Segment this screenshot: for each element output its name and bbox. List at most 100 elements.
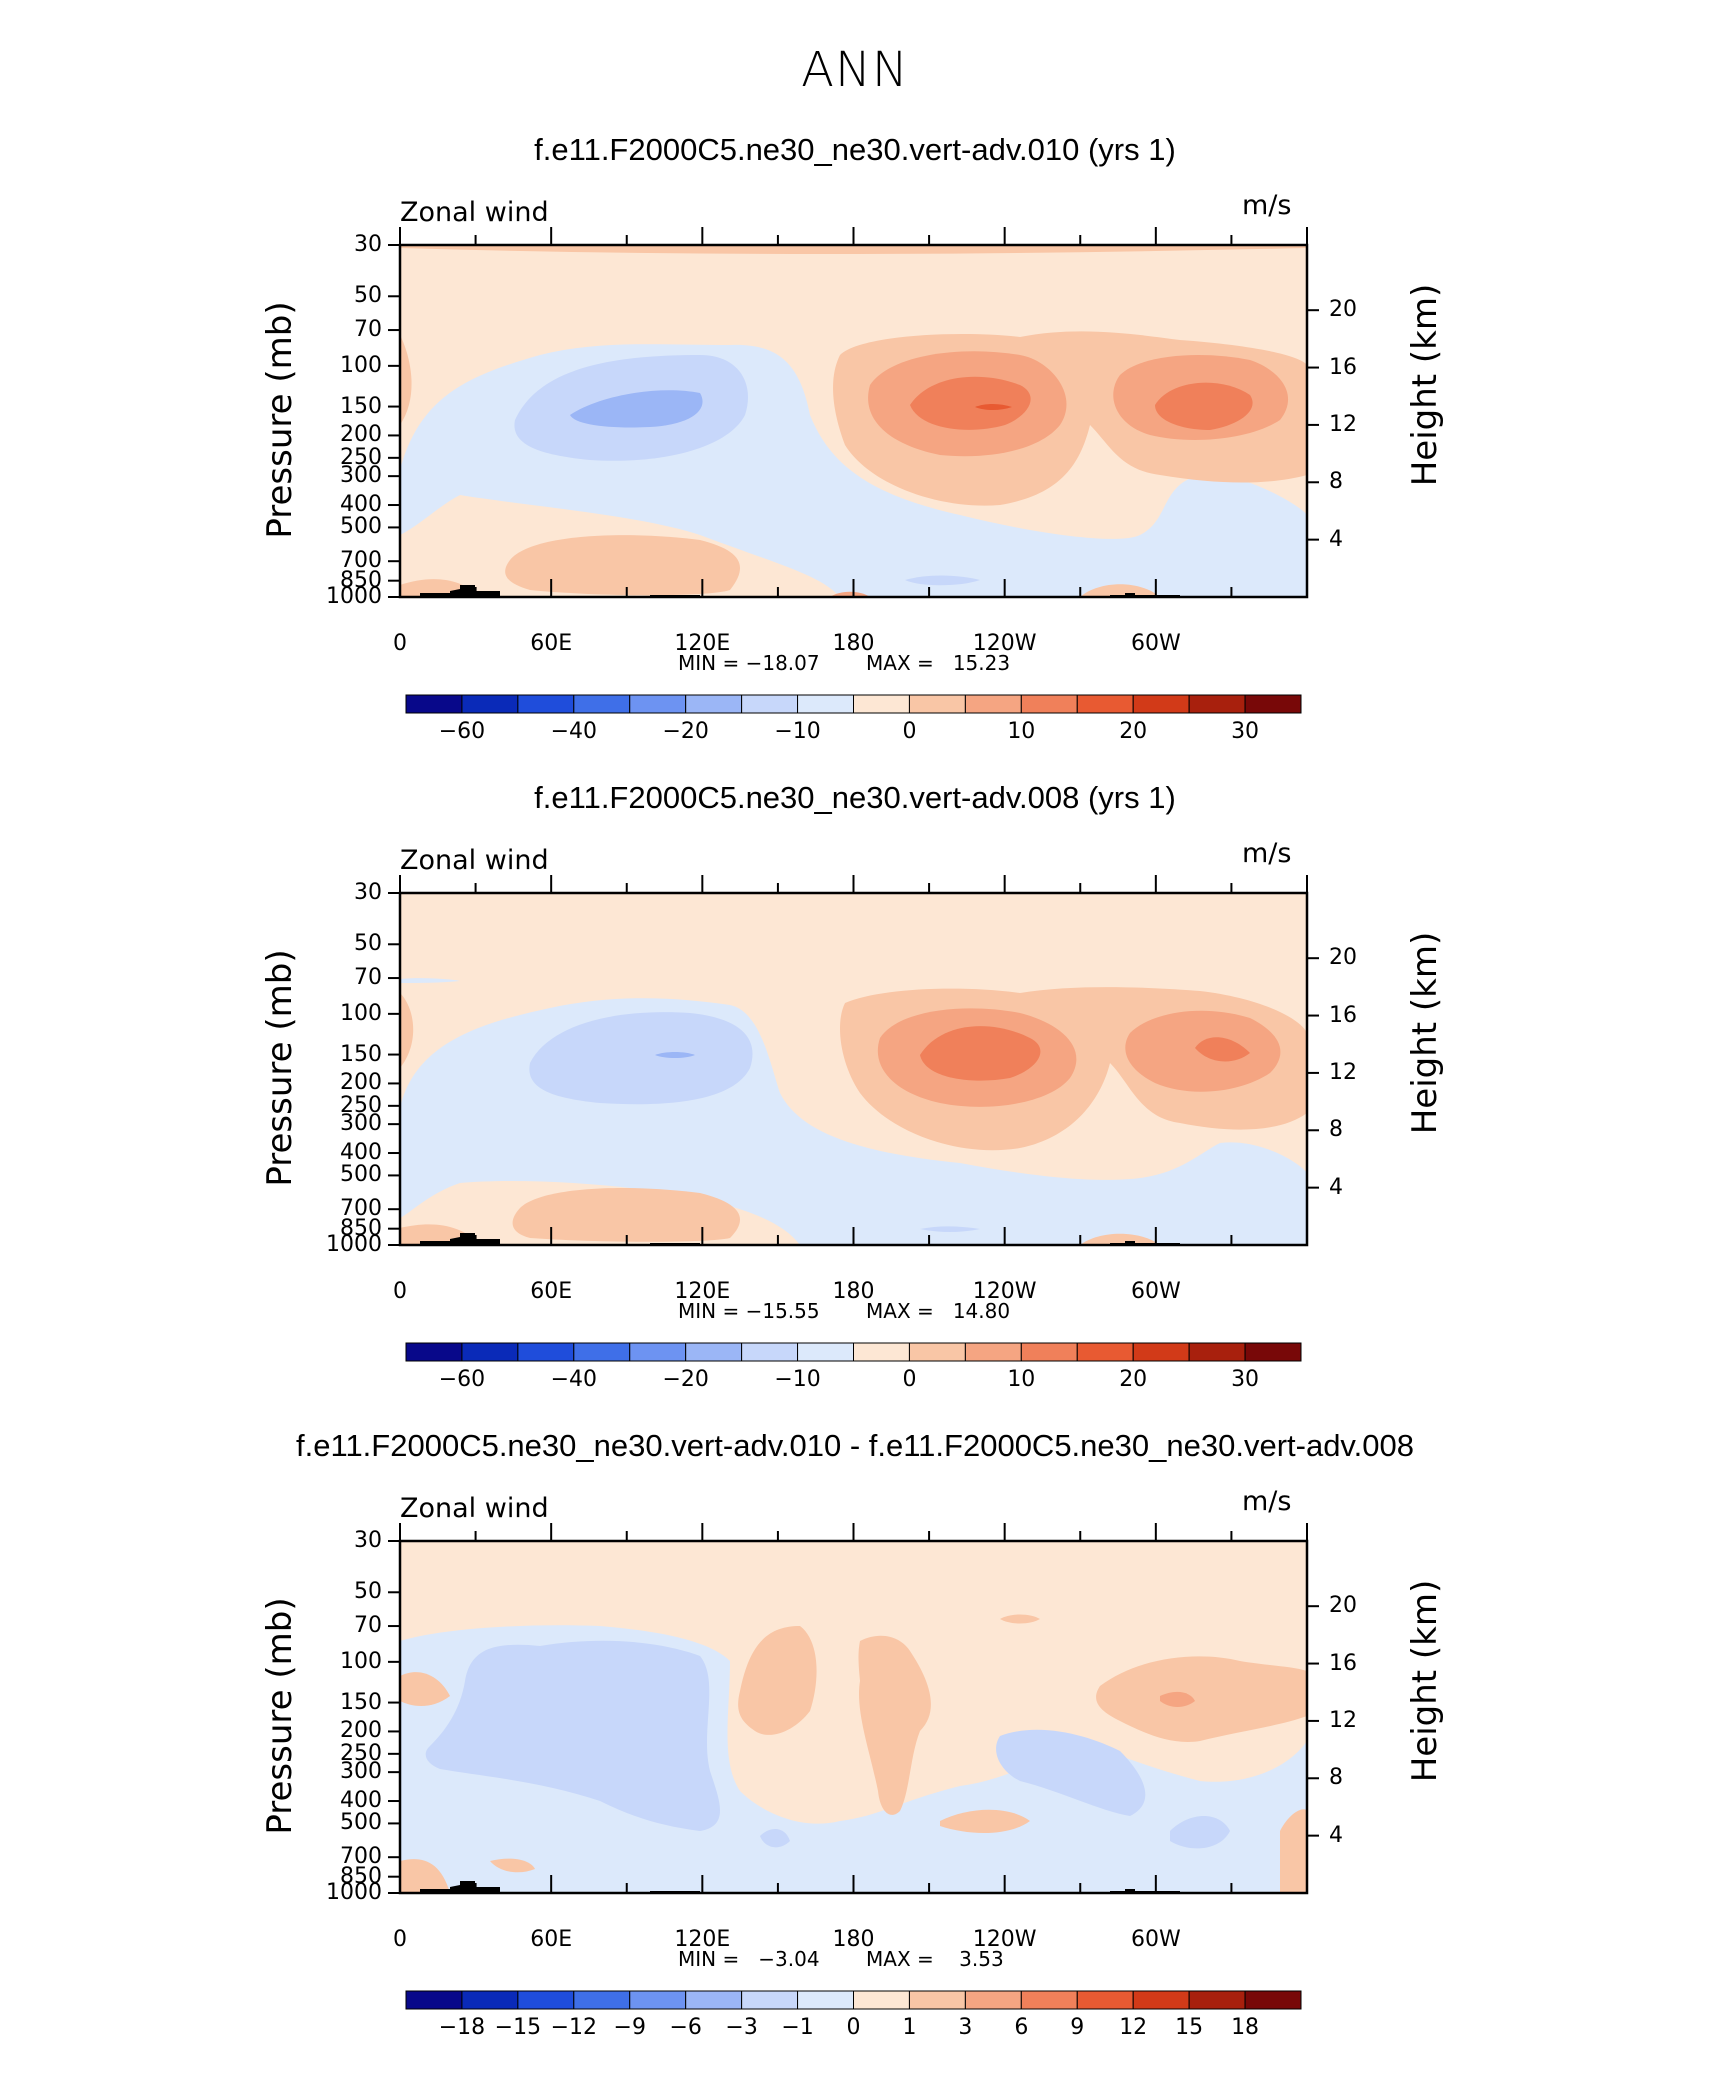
pressure-tick-label: 300	[340, 463, 382, 489]
colorbar-swatch	[853, 1342, 910, 1362]
lon-tick-label: 180	[832, 1279, 875, 1304]
height-tick-label: 20	[1329, 945, 1357, 971]
lon-tick-label: 120E	[674, 1279, 731, 1304]
pressure-tick-label: 400	[340, 1788, 382, 1814]
height-tick-label: 20	[1329, 1593, 1357, 1619]
lon-tick-label: 60W	[1130, 631, 1181, 656]
colorbar-swatch	[629, 1990, 687, 2010]
height-tick-label: 4	[1329, 1822, 1343, 1848]
colorbar	[405, 694, 1302, 714]
contour-region	[975, 404, 1012, 410]
topography-mask	[420, 1881, 500, 1893]
colorbar-swatch	[573, 1342, 631, 1362]
contour-region	[1195, 1037, 1250, 1062]
contour-region	[1160, 1691, 1195, 1707]
contour-plot	[388, 227, 1319, 599]
pressure-tick-label: 850	[340, 567, 382, 593]
colorbar-swatch	[1076, 1990, 1134, 2010]
height-tick-label: 16	[1329, 1650, 1357, 1676]
colorbar-label: 10	[1007, 719, 1036, 744]
colorbar-swatch	[405, 694, 463, 714]
min-label: MIN = −15.55	[678, 1299, 820, 1323]
colorbar-swatch	[629, 1342, 687, 1362]
colorbar-label: −15	[494, 2015, 542, 2040]
contour-plot	[388, 1523, 1319, 1895]
colorbar-swatch	[908, 1342, 966, 1362]
variable-label: Zonal wind	[400, 197, 549, 228]
pressure-tick-label: 1000	[326, 1232, 382, 1257]
pressure-tick-label: 300	[340, 1111, 382, 1137]
pressure-tick-label: 30	[354, 232, 382, 257]
units-label: m/s	[1242, 838, 1292, 869]
pressure-tick-label: 700	[340, 1844, 382, 1870]
contour-region	[905, 575, 980, 586]
height-tick-label: 20	[1329, 297, 1357, 323]
pressure-tick-label: 50	[354, 931, 382, 957]
lon-tick-label: 60W	[1130, 1279, 1181, 1304]
contour-region	[512, 1188, 740, 1242]
colorbar-label: −6	[669, 2015, 702, 2040]
y-axis-title: Pressure (mb)	[260, 1597, 300, 1835]
lon-tick-label: 60E	[530, 1279, 573, 1304]
pressure-tick-label: 500	[340, 1810, 382, 1836]
y2-axis-title: Height (km)	[1405, 283, 1445, 487]
contour-region	[738, 1626, 817, 1735]
pressure-tick-label: 50	[354, 1579, 382, 1605]
colorbar-label: −9	[613, 2015, 646, 2040]
height-tick-label: 4	[1329, 1174, 1343, 1200]
colorbar-swatch	[573, 1990, 631, 2010]
contour-region	[1280, 1809, 1307, 1893]
colorbar-swatch	[1076, 694, 1134, 714]
colorbar-swatch	[1244, 694, 1302, 714]
colorbar-label: −40	[550, 719, 598, 744]
contour-region	[400, 335, 412, 425]
contour-region	[505, 535, 740, 596]
units-label: m/s	[1242, 190, 1292, 221]
colorbar-swatch	[1188, 1990, 1246, 2010]
pressure-tick-label: 400	[340, 492, 382, 518]
y-axis-title: Pressure (mb)	[260, 301, 300, 539]
max-label: MAX = 15.23	[866, 651, 1011, 675]
max-label: MAX = 3.53	[866, 1947, 1004, 1971]
colorbar-swatch	[629, 694, 687, 714]
colorbar-label: 12	[1119, 2015, 1148, 2040]
colorbar-swatch	[1188, 694, 1246, 714]
pressure-tick-label: 30	[354, 1528, 382, 1553]
colorbar-swatch	[461, 1342, 519, 1362]
height-tick-label: 12	[1329, 411, 1357, 437]
lon-tick-label: 120W	[972, 1927, 1037, 1952]
colorbar-label: 9	[1070, 2015, 1085, 2040]
contour-region	[1155, 382, 1253, 430]
pressure-tick-label: 1000	[326, 584, 382, 609]
contour-region	[910, 376, 1031, 430]
colorbar-label: −40	[550, 1367, 598, 1392]
colorbar-label: −60	[438, 1367, 486, 1392]
colorbar-swatch	[1020, 1990, 1078, 2010]
colorbar-swatch	[1020, 1342, 1078, 1362]
colorbar-label: 18	[1231, 2015, 1260, 2040]
contour-region	[490, 1858, 535, 1873]
max-label: MAX = 14.80	[866, 1299, 1011, 1323]
contour-region	[400, 978, 460, 983]
colorbar-swatch	[1076, 1342, 1134, 1362]
colorbar-swatch	[797, 1342, 854, 1362]
height-tick-label: 12	[1329, 1059, 1357, 1085]
colorbar-swatch	[908, 1990, 966, 2010]
topography-mask	[420, 585, 500, 597]
contour-region	[858, 1635, 931, 1815]
colorbar-label: 20	[1119, 1367, 1148, 1392]
height-tick-label: 4	[1329, 526, 1343, 552]
colorbar-swatch	[405, 1990, 463, 2010]
height-tick-label: 12	[1329, 1707, 1357, 1733]
colorbar-swatch	[1132, 1342, 1190, 1362]
height-tick-label: 16	[1329, 354, 1357, 380]
pressure-tick-label: 100	[340, 1000, 382, 1026]
pressure-tick-label: 500	[340, 514, 382, 540]
colorbar-label: −60	[438, 719, 486, 744]
colorbar-label: 0	[902, 1367, 917, 1392]
pressure-tick-label: 850	[340, 1215, 382, 1241]
pressure-tick-label: 100	[340, 1648, 382, 1674]
contour-region	[760, 1829, 790, 1848]
pressure-tick-label: 50	[354, 283, 382, 309]
height-tick-label: 16	[1329, 1002, 1357, 1028]
